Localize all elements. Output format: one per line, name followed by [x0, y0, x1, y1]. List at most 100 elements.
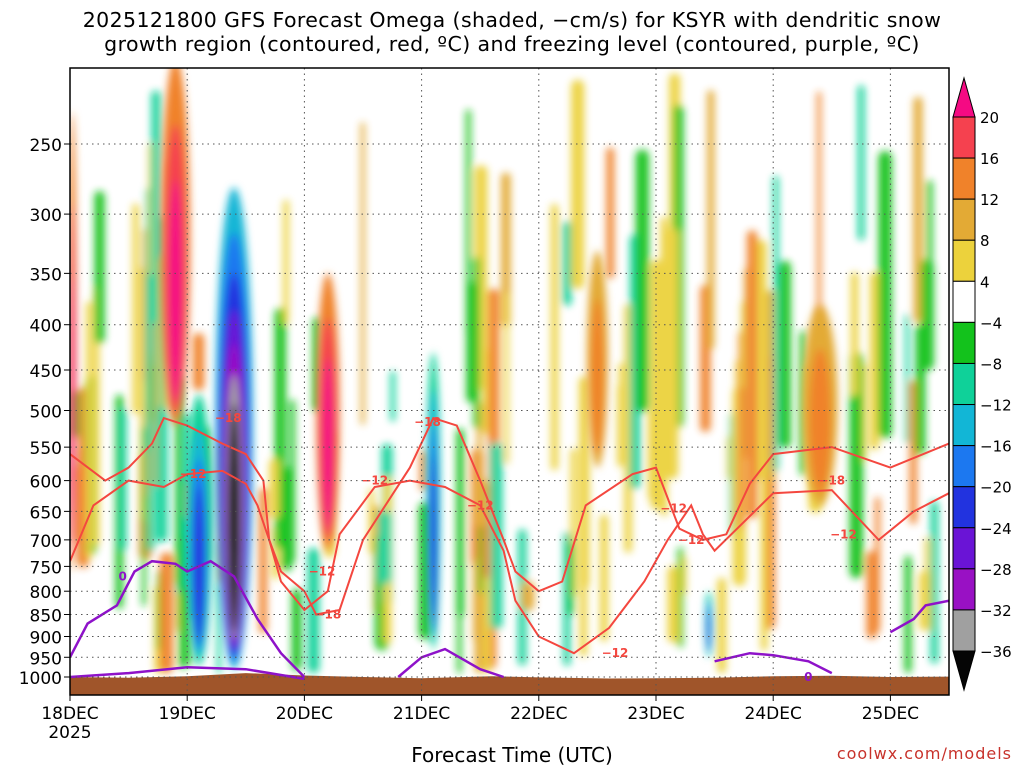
y-tick-label: 800 [30, 583, 62, 603]
colorbar-swatch [952, 568, 976, 611]
colorbar-tick-label: 8 [980, 232, 990, 250]
omega-cell [667, 566, 679, 643]
omega-cell [904, 555, 912, 673]
omega-cell [419, 450, 427, 491]
omega-cell [280, 467, 293, 572]
omega-cell [85, 301, 92, 560]
y-tick-label: 500 [30, 403, 62, 423]
omega-region-strong_pos [193, 486, 205, 643]
freezing-contour-label: 0 [119, 570, 127, 584]
omega-cell [73, 463, 88, 545]
chart-title-line-2: growth region (contoured, red, ºC) and f… [104, 32, 920, 56]
omega-cell [571, 79, 585, 289]
omega-cell [866, 550, 878, 639]
colorbar-swatch [952, 116, 976, 159]
dgz-contour-label: −12 [467, 498, 494, 512]
colorbar-swatch [952, 198, 976, 241]
x-tick-sublabel: 2025 [48, 723, 91, 743]
colorbar-tick-label: −4 [980, 314, 1002, 332]
omega-cell [857, 85, 865, 241]
omega-regions [70, 68, 838, 670]
omega-cell [465, 109, 471, 337]
dgz-contour-label: −12 [678, 533, 705, 547]
omega-cell [159, 552, 174, 674]
colorbar-tick-label: −8 [980, 355, 1002, 373]
omega-cell [456, 583, 462, 674]
source-credit: coolwx.com/models [836, 744, 1012, 763]
y-tick-label: 900 [30, 628, 62, 648]
x-tick-label: 24DEC [745, 704, 802, 724]
omega-region-strong_neg [70, 277, 75, 544]
omega-cell [466, 282, 475, 403]
freezing-contour-4 [714, 651, 833, 675]
omega-cell [368, 488, 374, 554]
omega-cell [377, 510, 391, 585]
omega-cell [550, 203, 559, 471]
x-tick-label: 23DEC [627, 704, 684, 724]
colorbar-swatch [952, 362, 976, 406]
y-tick-label: 250 [30, 136, 62, 156]
y-tick-label: 950 [30, 649, 62, 669]
omega-cell [456, 428, 465, 618]
colorbar-swatch [952, 321, 976, 364]
omega-region-very_strong_pos [228, 402, 240, 633]
omega-region-moderate_neg [809, 348, 831, 494]
colorbar-swatch [952, 280, 976, 323]
omega-cell [283, 199, 289, 325]
omega-cell [606, 147, 615, 279]
dgz-contour-label: −18 [414, 415, 441, 429]
omega-cell [289, 399, 296, 563]
freezing-contour-3 [397, 647, 504, 679]
chart-title-line-1: 2025121800 GFS Forecast Omega (shaded, −… [82, 8, 942, 32]
y-tick-label: 750 [30, 558, 62, 578]
omega-cell [919, 570, 932, 631]
omega-cell [600, 514, 609, 642]
omega-cell [760, 479, 768, 651]
omega-cell [909, 380, 917, 524]
omega-cell [259, 487, 268, 634]
omega-cell [617, 384, 624, 467]
omega-cell [579, 549, 588, 657]
y-axis: 2503003504004505005506006507007508008509… [19, 136, 70, 689]
y-tick-label: 350 [30, 265, 62, 285]
y-tick-label: 700 [30, 532, 62, 552]
omega-cell [192, 333, 205, 391]
omega-region-strong_neg [168, 180, 183, 402]
colorbar-swatch [952, 445, 976, 488]
y-tick-label: 600 [30, 473, 62, 493]
colorbar-tick-label: −20 [980, 479, 1012, 497]
colorbar-tick-label: −28 [980, 561, 1012, 579]
omega-cell [501, 172, 511, 328]
freezing-contour-1 [70, 559, 306, 678]
x-tick-label: 21DEC [393, 704, 450, 724]
dgz-contour-label: −12 [180, 467, 207, 481]
dgz-contour-label: −12 [309, 564, 336, 578]
omega-cell [707, 90, 715, 350]
dgz-contour-label: −12 [660, 501, 687, 515]
omega-cell [920, 259, 934, 371]
dgz-contour-label: −12 [830, 527, 857, 541]
omega-cell [562, 221, 572, 306]
omega-cell [521, 581, 535, 611]
x-tick-label: 18DEC [41, 704, 98, 724]
omega-region-strong_pos [707, 609, 711, 651]
colorbar-tick-label: 4 [980, 273, 990, 291]
colorbar-tick-label: 20 [980, 109, 999, 127]
omega-cell [746, 230, 758, 519]
omega-cell [94, 191, 105, 344]
omega-cell [869, 272, 880, 450]
omega-cell [132, 203, 139, 415]
omega-cell [717, 577, 727, 674]
y-tick-label: 850 [30, 607, 62, 627]
omega-cell [874, 497, 881, 632]
omega-cell [276, 346, 283, 455]
omega-cell [504, 292, 509, 464]
colorbar-tick-label: −16 [980, 438, 1012, 456]
omega-cell [926, 180, 933, 262]
x-tick-label: 22DEC [510, 704, 567, 724]
omega-cell [682, 556, 687, 595]
